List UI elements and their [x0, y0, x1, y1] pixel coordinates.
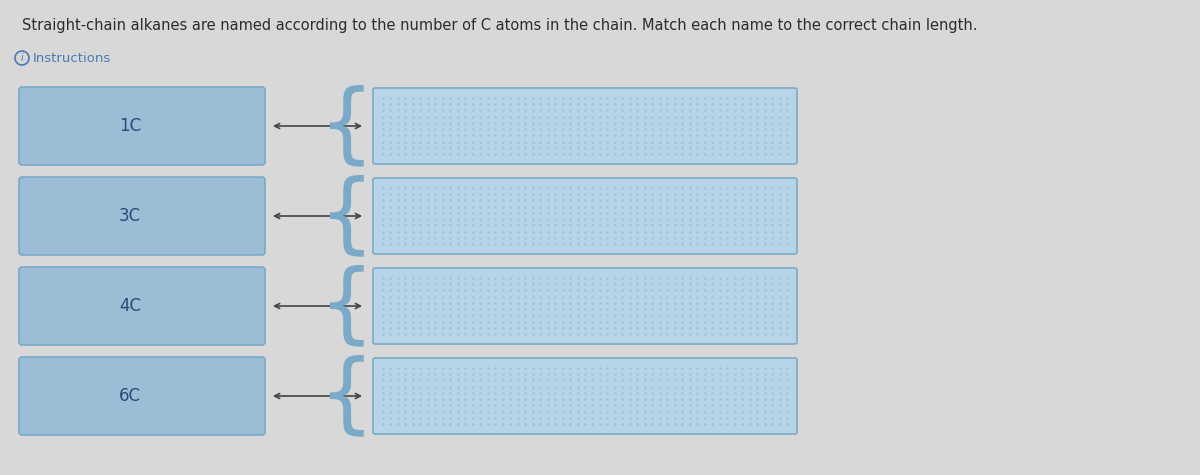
Text: Instructions: Instructions — [34, 51, 112, 65]
Text: {: { — [318, 354, 374, 438]
FancyBboxPatch shape — [19, 87, 265, 165]
FancyBboxPatch shape — [19, 177, 265, 255]
Text: Straight-chain alkanes are named according to the number of C atoms in the chain: Straight-chain alkanes are named accordi… — [22, 18, 978, 33]
Text: {: { — [318, 264, 374, 348]
FancyBboxPatch shape — [19, 267, 265, 345]
Text: {: { — [318, 174, 374, 258]
Text: 1C: 1C — [119, 117, 142, 135]
Text: 4C: 4C — [119, 297, 142, 315]
Text: 6C: 6C — [119, 387, 142, 405]
FancyBboxPatch shape — [373, 178, 797, 254]
Text: i: i — [20, 53, 23, 63]
FancyBboxPatch shape — [373, 358, 797, 434]
FancyBboxPatch shape — [373, 268, 797, 344]
FancyBboxPatch shape — [19, 357, 265, 435]
Text: 3C: 3C — [119, 207, 142, 225]
Text: {: { — [318, 84, 374, 168]
FancyBboxPatch shape — [373, 88, 797, 164]
